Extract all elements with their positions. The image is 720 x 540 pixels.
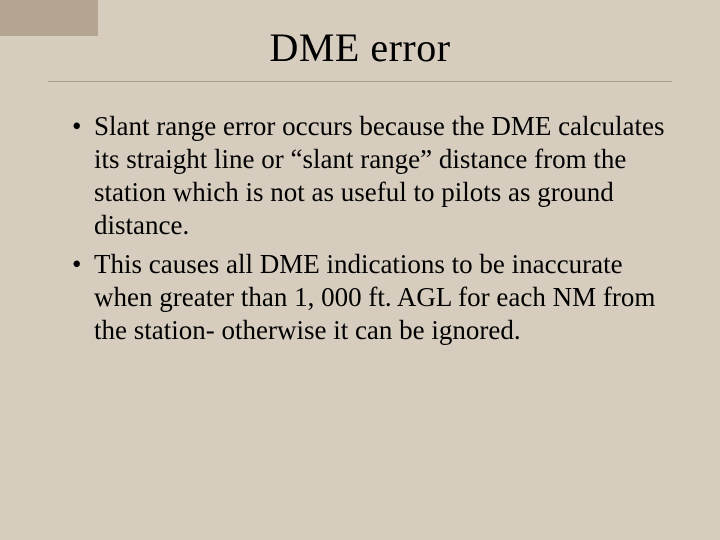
corner-accent xyxy=(0,0,98,36)
slide-content: DME error Slant range error occurs becau… xyxy=(0,0,720,347)
bullet-list: Slant range error occurs because the DME… xyxy=(48,110,672,347)
list-item: This causes all DME indications to be in… xyxy=(72,248,672,347)
list-item: Slant range error occurs because the DME… xyxy=(72,110,672,242)
title-divider xyxy=(48,81,672,82)
slide-title: DME error xyxy=(48,24,672,81)
